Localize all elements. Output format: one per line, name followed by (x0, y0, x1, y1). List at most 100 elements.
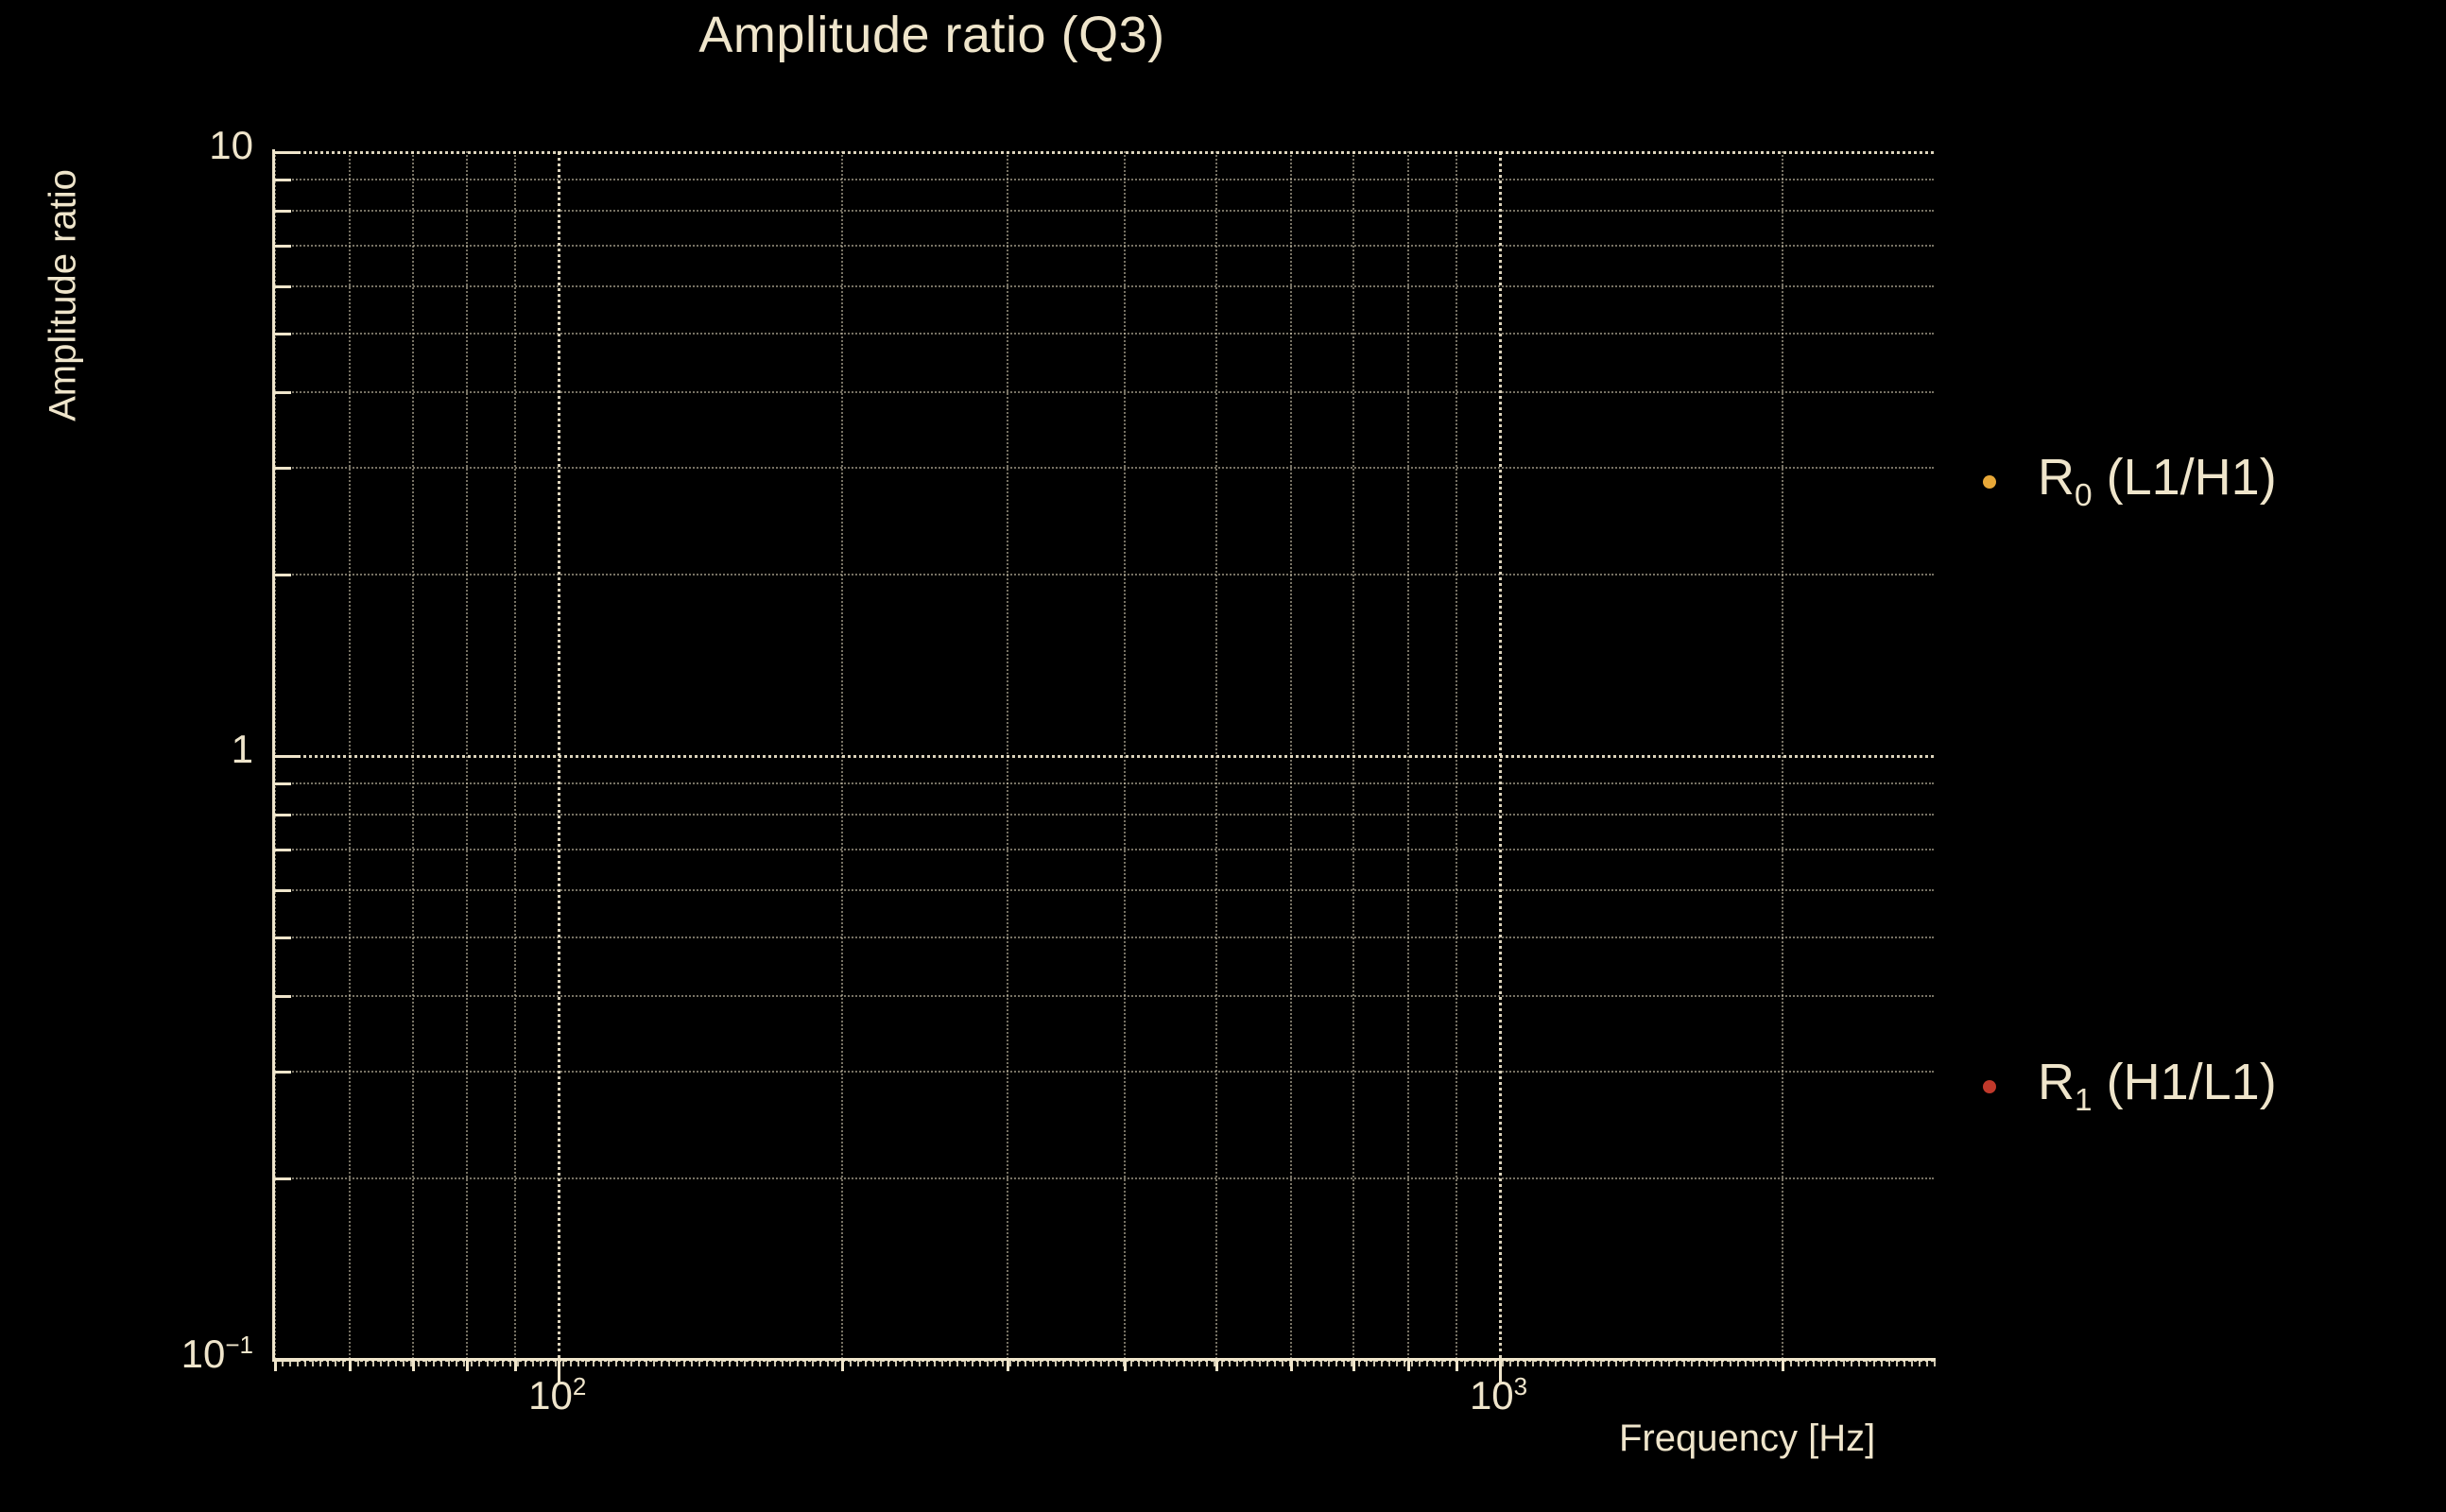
x-tick-fine (1046, 1358, 1049, 1366)
x-tick-fine (1880, 1358, 1883, 1366)
x-tick-fine (971, 1358, 973, 1366)
x-tick-fine (1698, 1358, 1701, 1366)
x-tick-fine (1251, 1358, 1254, 1366)
x-tick-fine (910, 1358, 913, 1366)
x-tick-fine (1918, 1358, 1921, 1366)
x-tick-fine (1706, 1358, 1709, 1366)
x-tick-fine (1759, 1358, 1762, 1366)
x-tick-fine (335, 1358, 337, 1366)
x-tick-fine (531, 1358, 534, 1366)
x-tick-fine (767, 1358, 769, 1366)
x-tick-fine (1638, 1358, 1641, 1366)
y-tick-minor (272, 391, 291, 395)
y-tick-major (272, 1359, 301, 1362)
x-tick-fine (584, 1358, 587, 1366)
y-tick-label: 10 (209, 123, 253, 167)
x-tick-fine (729, 1358, 732, 1366)
x-tick-fine (1350, 1358, 1352, 1366)
x-tick-fine (1365, 1358, 1368, 1366)
y-gridline-minor (274, 1177, 1934, 1179)
x-tick-fine (1630, 1358, 1633, 1366)
x-tick-fine (895, 1358, 898, 1366)
x-tick-fine (1108, 1358, 1110, 1366)
legend-label: R0 (L1/H1) (2038, 449, 2277, 513)
x-tick-fine (940, 1358, 943, 1366)
y-gridline-major (274, 151, 1934, 154)
x-axis-spine (272, 1358, 1936, 1361)
x-tick-fine (706, 1358, 709, 1366)
x-tick-minor (411, 1358, 415, 1371)
y-tick-minor (272, 573, 291, 576)
x-tick-fine (956, 1358, 958, 1366)
x-tick-fine (1440, 1358, 1443, 1366)
x-tick-fine (1608, 1358, 1611, 1366)
y-tick-minor (272, 813, 291, 816)
x-axis-title: Frequency [Hz] (1619, 1418, 1876, 1459)
x-tick-fine (1069, 1358, 1072, 1366)
x-tick-fine (1661, 1358, 1663, 1366)
x-tick-fine (1380, 1358, 1383, 1366)
x-tick-fine (1410, 1358, 1413, 1366)
x-tick-fine (1570, 1358, 1573, 1366)
legend-label: R1 (H1/L1) (2038, 1054, 2277, 1118)
x-tick-fine (1516, 1358, 1519, 1366)
x-tick-fine (1312, 1358, 1315, 1366)
x-tick-fine (1001, 1358, 1004, 1366)
x-tick-fine (1751, 1358, 1754, 1366)
x-tick-fine (1683, 1358, 1686, 1366)
x-tick-fine (872, 1358, 875, 1366)
y-tick-minor (272, 467, 291, 471)
x-tick-fine (357, 1358, 360, 1366)
x-tick-fine (1425, 1358, 1428, 1366)
x-tick-fine (1600, 1358, 1603, 1366)
x-tick-fine (948, 1358, 951, 1366)
x-tick-fine (1335, 1358, 1337, 1366)
x-tick-fine (539, 1358, 542, 1366)
x-tick-fine (1084, 1358, 1087, 1366)
x-tick-fine (842, 1358, 845, 1366)
x-tick-fine (493, 1358, 496, 1366)
x-tick-fine (1653, 1358, 1656, 1366)
x-tick-fine (1145, 1358, 1148, 1366)
x-tick-fine (1547, 1358, 1550, 1366)
x-tick-fine (1357, 1358, 1360, 1366)
x-tick-fine (501, 1358, 504, 1366)
x-tick-fine (1691, 1358, 1694, 1366)
x-tick-fine (1168, 1358, 1171, 1366)
y-tick-minor (272, 888, 291, 892)
x-tick-fine (282, 1358, 284, 1366)
x-tick-fine (804, 1358, 807, 1366)
x-tick-fine (629, 1358, 632, 1366)
y-gridline-minor (274, 936, 1934, 939)
x-tick-fine (1615, 1358, 1618, 1366)
x-tick-fine (1910, 1358, 1913, 1366)
legend-entry-1[interactable]: R1 (H1/L1) (1983, 1057, 2277, 1116)
y-gridline-minor (274, 995, 1934, 998)
x-tick-fine (418, 1358, 421, 1366)
x-tick-fine (887, 1358, 890, 1366)
x-tick-fine (1623, 1358, 1626, 1366)
x-tick-fine (736, 1358, 739, 1366)
x-tick-fine (1099, 1358, 1102, 1366)
x-tick-fine (1077, 1358, 1079, 1366)
legend-entry-0[interactable]: R0 (L1/H1) (1983, 452, 2277, 511)
y-axis-title: Amplitude ratio (42, 169, 84, 421)
x-tick-fine (1229, 1358, 1232, 1366)
x-tick-fine (1842, 1358, 1845, 1366)
x-tick-fine (1857, 1358, 1860, 1366)
y-gridline-minor (274, 782, 1934, 785)
x-tick-fine (645, 1358, 647, 1366)
x-tick-fine (721, 1358, 724, 1366)
y-tick-minor (272, 995, 291, 999)
x-tick-fine (1282, 1358, 1284, 1366)
x-tick-fine (622, 1358, 625, 1366)
x-tick-fine (857, 1358, 860, 1366)
x-tick-fine (675, 1358, 678, 1366)
chart-title: Amplitude ratio (Q3) (698, 7, 1165, 63)
x-tick-minor (1006, 1358, 1009, 1371)
x-tick-fine (554, 1358, 557, 1366)
x-tick-fine (1562, 1358, 1565, 1366)
x-tick-fine (1508, 1358, 1511, 1366)
x-tick-fine (395, 1358, 398, 1366)
legend-marker-icon (1983, 474, 1996, 489)
